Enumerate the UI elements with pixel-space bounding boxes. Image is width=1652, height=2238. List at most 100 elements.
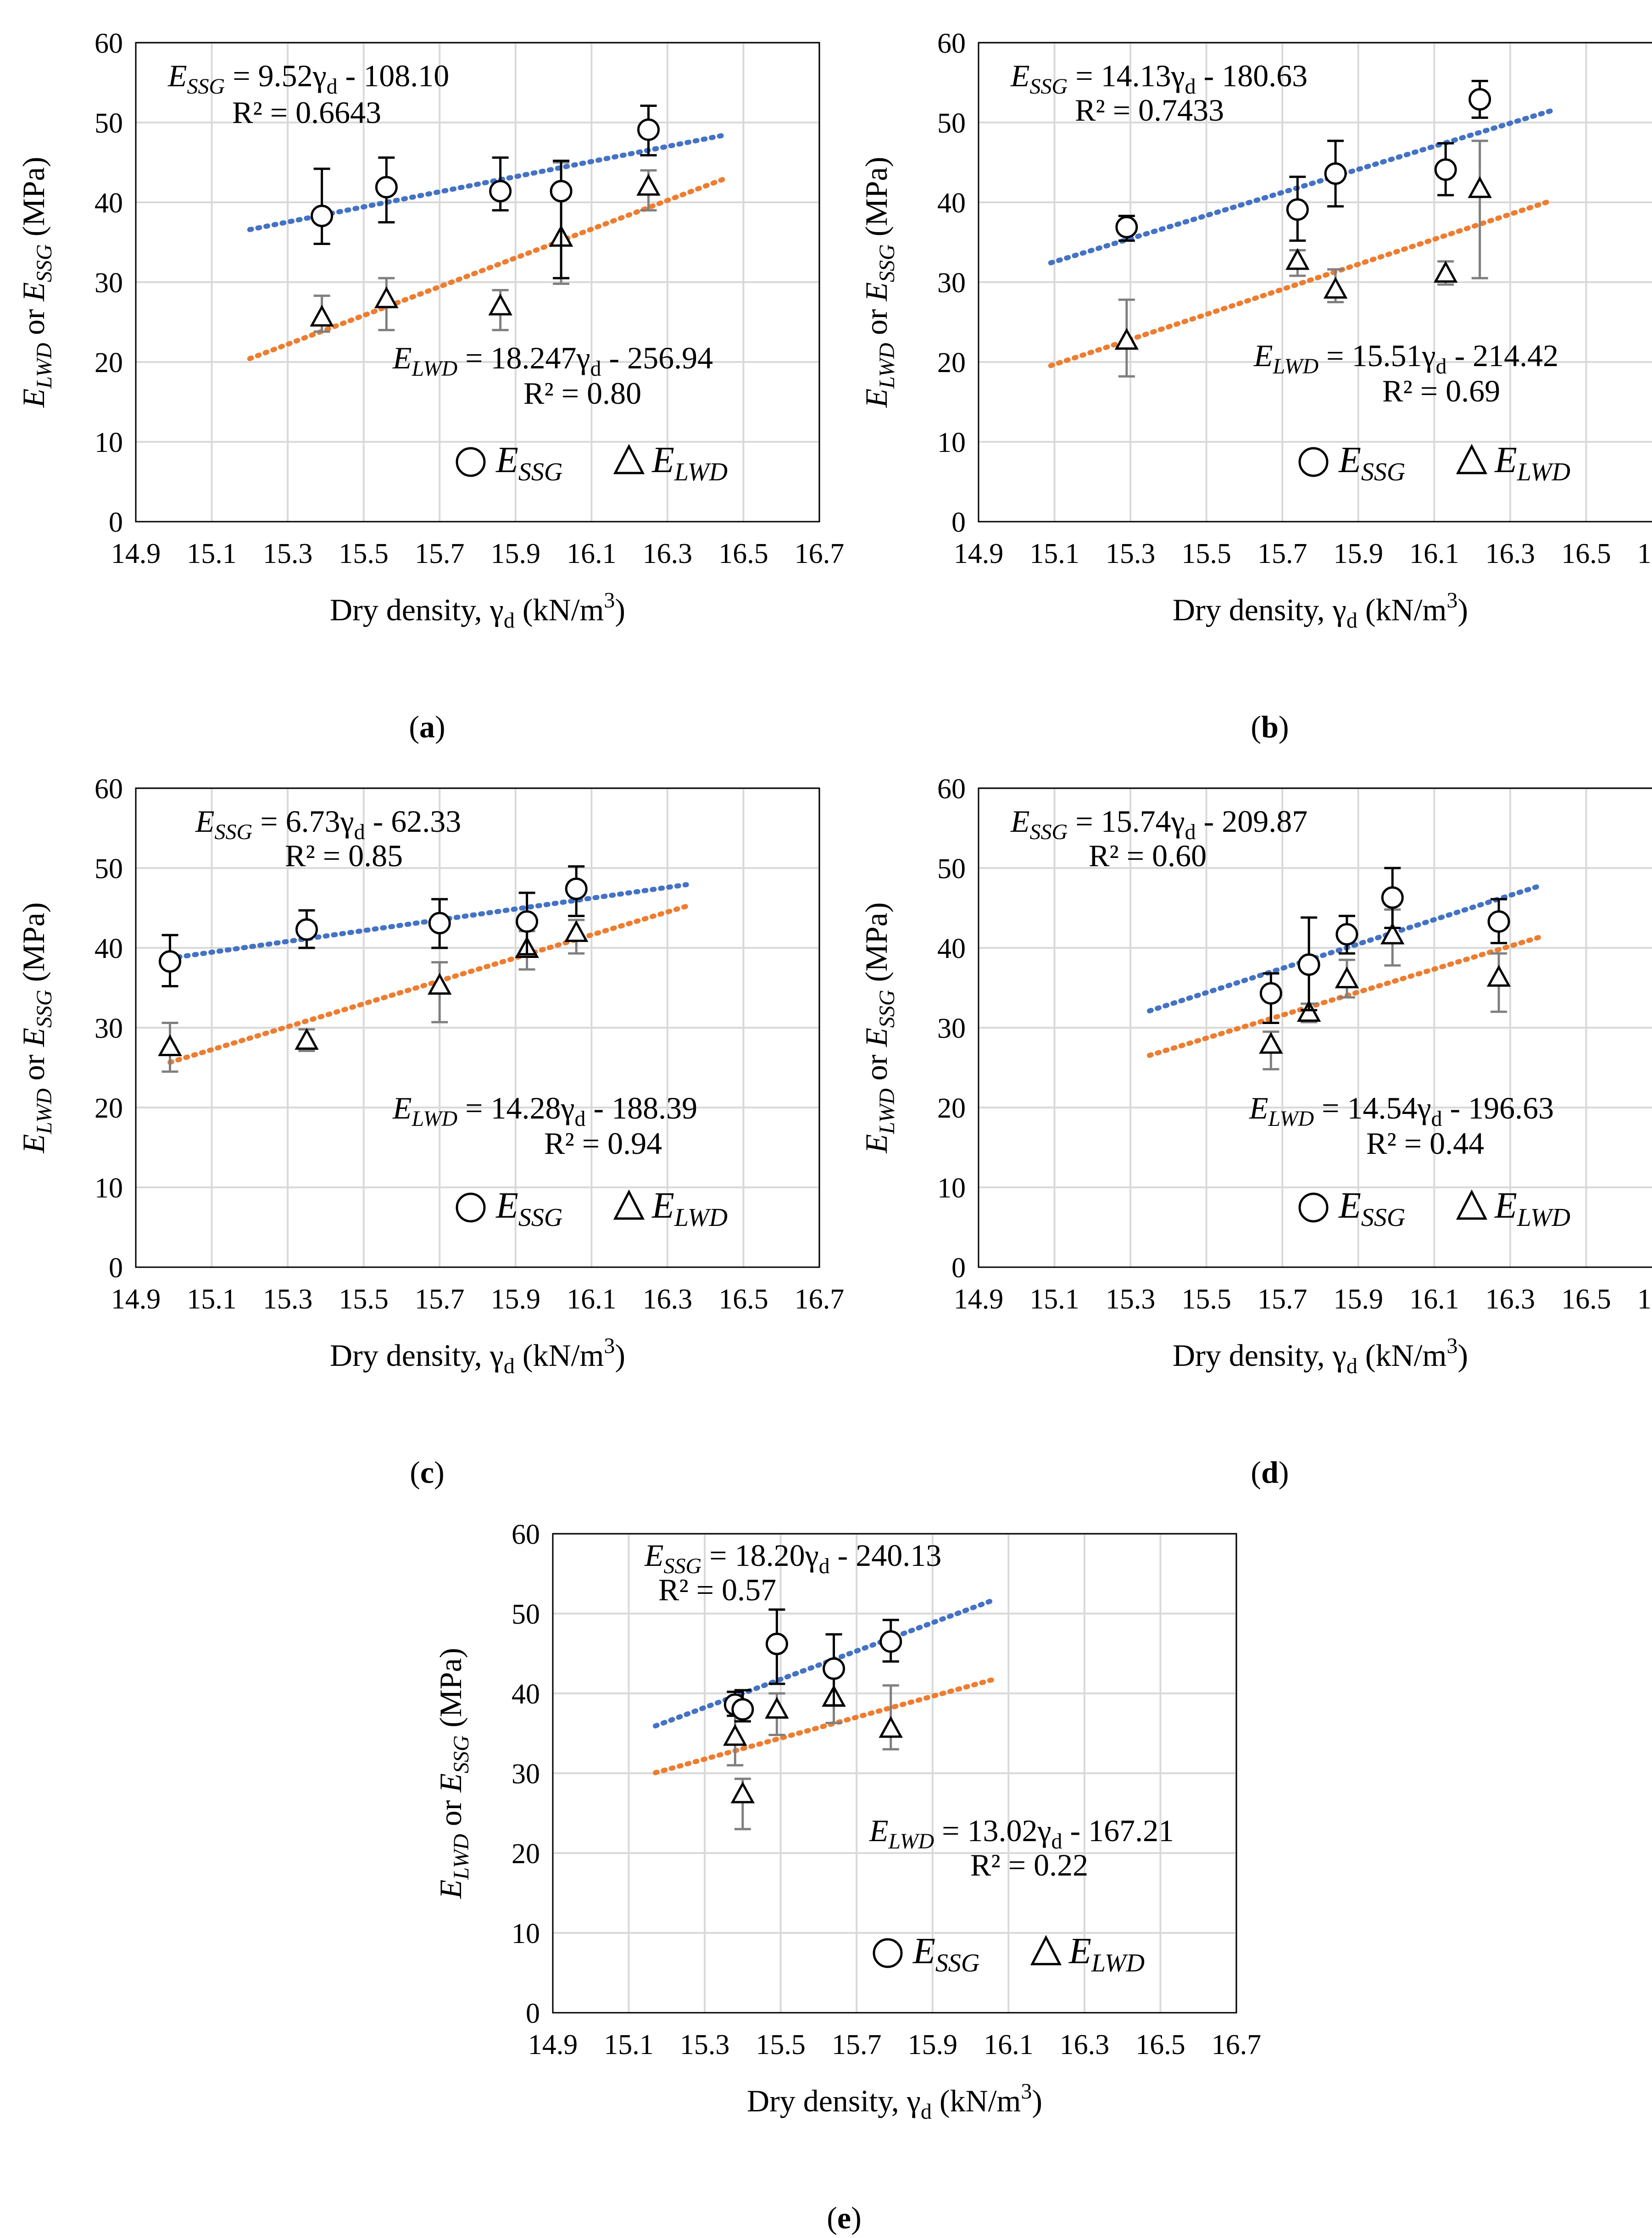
x-tick-label: 15.5 — [339, 538, 389, 569]
text-part: E — [859, 1134, 894, 1154]
text-part: 3 — [1021, 2079, 1032, 2104]
x-tick-label: 15.1 — [1029, 1284, 1079, 1315]
text-part: E — [16, 282, 51, 302]
y-tick-label: 30 — [95, 1013, 123, 1044]
text-part: Dry density, γ — [1173, 592, 1346, 627]
text-part: d — [327, 74, 338, 99]
x-tick-label: 14.9 — [528, 2029, 578, 2060]
y-tick-label: 10 — [937, 1173, 966, 1204]
lwd-equation: ELWD = 15.51γd - 214.42 — [1253, 338, 1558, 379]
ssg-point — [765, 1632, 788, 1655]
legend-lwd-label: ELWD — [651, 1186, 728, 1232]
text-part: Dry density, γ — [330, 1338, 504, 1373]
y-tick-label: 20 — [937, 347, 966, 379]
text-part: SSG — [1361, 458, 1405, 486]
text-part: E — [1010, 804, 1030, 839]
text-part: E — [1494, 440, 1517, 480]
y-tick-label: 40 — [937, 933, 966, 964]
x-tick-label: 15.3 — [1106, 1284, 1156, 1315]
ssg-r2: R² = 0.60 — [1089, 838, 1207, 873]
text-part: Dry density, γ — [747, 2083, 921, 2118]
text-part: E — [1249, 1091, 1268, 1125]
x-tick-label: 15.7 — [415, 538, 465, 569]
text-part: 3 — [1446, 1334, 1457, 1358]
text-part: = 6.73γ — [252, 804, 354, 839]
text-part: ) — [1457, 592, 1468, 627]
plot-frame — [135, 787, 820, 1268]
text-part: ( — [1251, 1455, 1261, 1490]
ssg-trendline — [1048, 108, 1555, 266]
x-tick-label: 15.3 — [1106, 538, 1156, 569]
x-tick-label: 16.3 — [643, 1284, 693, 1315]
text-part: SSG — [187, 74, 225, 99]
ssg-point — [1115, 216, 1138, 239]
ssg-point — [375, 176, 398, 199]
y-tick-label: 60 — [937, 28, 966, 59]
text-part: ) — [615, 592, 625, 627]
x-tick-label: 16.5 — [1135, 2029, 1185, 2060]
lwd-r2: R² = 0.22 — [970, 1848, 1088, 1882]
text-part: LWD — [1268, 1107, 1314, 1131]
text-part: (MPa) — [433, 1648, 468, 1736]
text-part: 3 — [604, 588, 615, 612]
y-axis-label: ELWD or ESSG (MPa) — [16, 902, 56, 1154]
plot-frame — [552, 1533, 1237, 2014]
ssg-point — [489, 180, 512, 203]
y-tick-label: 60 — [512, 1519, 540, 1550]
y-tick-label: 20 — [937, 1093, 966, 1124]
lwd-equation: ELWD = 18.247γd - 256.94 — [392, 340, 713, 381]
text-part: ) — [1279, 1455, 1289, 1490]
x-axis-label: Dry density, γd (kN/m3) — [330, 588, 625, 633]
y-axis-label: ELWD or ESSG (MPa) — [16, 157, 56, 408]
y-tick-label: 60 — [937, 774, 966, 805]
lwd-r2: R² = 0.44 — [1366, 1126, 1484, 1161]
text-part: E — [859, 1028, 894, 1047]
text-part: 3 — [604, 1334, 615, 1358]
text-part: d — [504, 608, 515, 633]
legend-lwd-marker — [613, 444, 645, 474]
ssg-equation: ESSG = 14.13γd - 180.63 — [1010, 58, 1307, 99]
ssg-point — [295, 918, 318, 941]
text-part: d — [575, 1107, 586, 1131]
x-tick-label: 16.7 — [1212, 2029, 1262, 2060]
text-part: SSG — [664, 1554, 702, 1578]
x-tick-label: 15.5 — [1181, 538, 1231, 569]
text-part: E — [1068, 1931, 1091, 1971]
text-part: E — [495, 1186, 518, 1226]
lwd-point — [723, 1724, 747, 1746]
text-part: SSG — [518, 1203, 562, 1232]
legend-lwd-label: ELWD — [1068, 1931, 1145, 1977]
text-part: LWD — [674, 1203, 728, 1232]
text-part: (kN/m — [932, 2083, 1021, 2118]
lwd-equation: ELWD = 14.54γd - 196.63 — [1249, 1091, 1554, 1131]
x-tick-label: 16.1 — [1409, 538, 1459, 569]
y-tick-label: 10 — [95, 427, 123, 458]
x-tick-label: 16.3 — [1485, 538, 1535, 569]
text-part: - 196.63 — [1442, 1091, 1554, 1125]
text-part: c — [420, 1455, 434, 1490]
legend-ssg-marker — [873, 1938, 903, 1968]
text-part: = 18.247γ — [457, 340, 590, 375]
ssg-point — [1324, 162, 1347, 185]
panel-caption: (e) — [827, 2200, 862, 2235]
x-tick-label: 15.7 — [415, 1284, 465, 1315]
text-part: d — [1185, 74, 1196, 99]
ssg-point — [1381, 886, 1404, 909]
y-tick-label: 40 — [512, 1679, 540, 1710]
plot-frame — [978, 787, 1652, 1268]
text-part: d — [921, 2099, 932, 2124]
y-tick-label: 40 — [95, 933, 123, 964]
legend-lwd-marker — [1456, 1189, 1488, 1220]
ssg-r2: R² = 0.57 — [658, 1572, 776, 1607]
text-part: (MPa) — [859, 902, 894, 990]
x-tick-label: 15.1 — [187, 538, 237, 569]
x-tick-label: 16.7 — [795, 538, 845, 569]
x-tick-label: 15.7 — [1257, 538, 1307, 569]
lwd-trendline — [247, 176, 727, 362]
x-tick-label: 15.3 — [263, 1284, 313, 1315]
lwd-point — [374, 286, 399, 308]
text-part: E — [392, 1091, 412, 1125]
x-tick-label: 15.3 — [263, 538, 313, 569]
text-part: - 240.13 — [830, 1538, 942, 1573]
